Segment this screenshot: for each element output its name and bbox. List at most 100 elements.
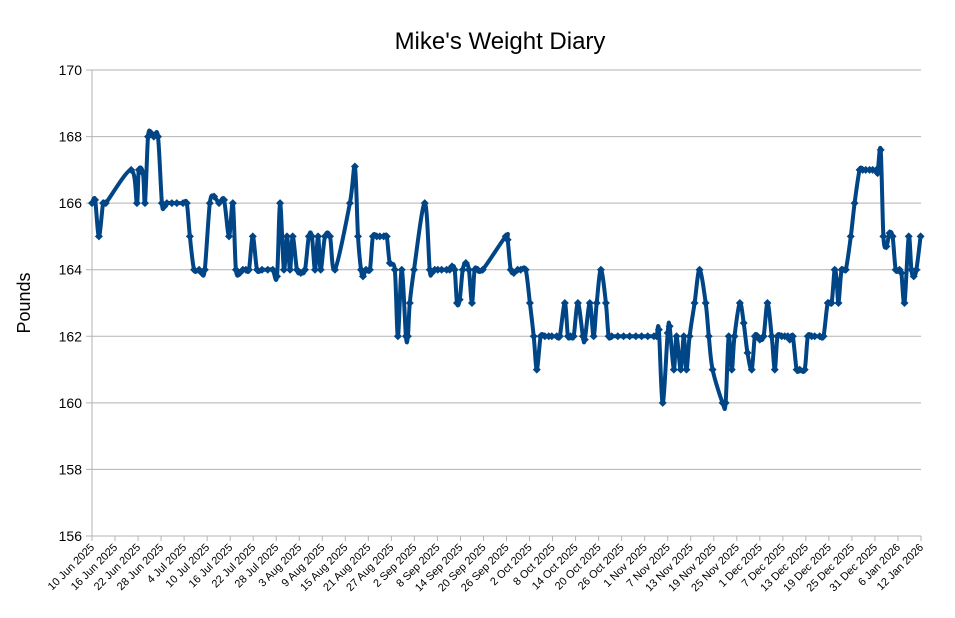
- data-point-marker: [613, 332, 622, 341]
- data-point-marker: [665, 322, 674, 331]
- gridlines: [86, 69, 921, 537]
- data-point-marker: [690, 299, 699, 307]
- data-point-marker: [834, 299, 843, 307]
- data-point-marker: [307, 232, 316, 241]
- y-tick-label: 166: [59, 195, 83, 211]
- weight-series: [88, 128, 925, 411]
- data-point-marker: [455, 295, 464, 304]
- data-point-marker: [405, 299, 414, 307]
- data-point-marker: [450, 265, 459, 274]
- y-tick-label: 158: [59, 461, 83, 477]
- data-point-marker: [695, 265, 704, 274]
- data-point-marker: [185, 232, 194, 241]
- data-point-marker: [330, 265, 339, 274]
- data-point-marker: [841, 265, 850, 274]
- data-point-marker: [830, 265, 839, 274]
- data-point-marker: [127, 165, 136, 174]
- data-point-marker: [94, 232, 103, 241]
- y-tick-label: 160: [59, 395, 83, 411]
- data-point-marker: [458, 265, 467, 274]
- data-point-marker: [220, 195, 229, 204]
- data-point-marker: [286, 265, 295, 274]
- data-point-marker: [795, 365, 804, 374]
- data-point-marker: [210, 192, 219, 201]
- data-point-marker: [873, 169, 882, 178]
- data-point-marker: [773, 332, 782, 341]
- data-point-marker: [747, 365, 756, 374]
- data-point-marker: [167, 199, 176, 208]
- data-point-marker: [637, 332, 646, 341]
- data-point-marker: [253, 265, 262, 274]
- data-point-marker: [325, 232, 334, 241]
- data-point-marker: [850, 199, 859, 208]
- data-point-marker: [205, 199, 214, 208]
- data-point-marker: [708, 365, 717, 374]
- data-point-marker: [810, 332, 819, 341]
- data-point-marker: [536, 332, 545, 341]
- data-point-marker: [879, 232, 888, 241]
- data-point-marker: [596, 265, 605, 274]
- data-point-marker: [759, 332, 768, 341]
- data-point-marker: [154, 132, 163, 141]
- y-axis-label: Pounds: [14, 272, 34, 333]
- data-point-marker: [580, 335, 589, 344]
- data-point-marker: [743, 348, 752, 357]
- data-point-marker: [819, 332, 828, 341]
- data-point-marker: [876, 145, 885, 154]
- data-point-marker: [909, 272, 918, 281]
- data-point-marker: [420, 199, 429, 208]
- data-point-marker: [529, 332, 538, 341]
- data-point-marker: [547, 332, 556, 341]
- data-point-marker: [846, 232, 855, 241]
- data-point-marker: [162, 199, 171, 208]
- data-point-marker: [525, 299, 534, 307]
- data-point-marker: [258, 265, 267, 274]
- data-point-marker: [397, 265, 406, 274]
- data-point-marker: [101, 199, 110, 208]
- data-point-marker: [248, 232, 257, 241]
- data-point-marker: [190, 265, 199, 274]
- data-point-marker: [139, 169, 148, 178]
- data-point-marker: [437, 265, 446, 274]
- data-point-marker: [132, 199, 141, 208]
- data-point-marker: [724, 332, 733, 341]
- data-point-marker: [585, 299, 594, 307]
- data-point-marker: [473, 265, 482, 274]
- data-point-marker: [643, 332, 652, 341]
- data-point-marker: [276, 199, 285, 208]
- y-tick-labels: 156 158 160 162 164 166 168 170: [59, 62, 83, 544]
- data-point-marker: [316, 265, 325, 274]
- data-point-marker: [904, 232, 913, 241]
- data-point-marker: [832, 275, 841, 284]
- data-point-marker: [827, 299, 836, 307]
- data-point-marker: [215, 199, 224, 208]
- data-point-marker: [301, 265, 310, 274]
- data-point-marker: [345, 199, 354, 208]
- data-point-marker: [516, 265, 525, 274]
- data-point-marker: [679, 332, 688, 341]
- data-point-marker: [907, 265, 916, 274]
- data-point-marker: [225, 232, 234, 241]
- data-point-marker: [631, 332, 640, 341]
- data-point-marker: [464, 265, 473, 274]
- data-point-marker: [763, 299, 772, 307]
- data-point-marker: [560, 299, 569, 307]
- data-point-marker: [730, 332, 739, 341]
- data-point-marker: [704, 332, 713, 341]
- data-point-marker: [244, 265, 253, 274]
- data-point-marker: [676, 365, 685, 374]
- data-point-marker: [521, 265, 530, 274]
- data-point-marker: [735, 299, 744, 307]
- y-tick-label: 168: [59, 129, 83, 145]
- data-point-marker: [310, 265, 319, 274]
- data-point-marker: [91, 195, 100, 204]
- data-point-marker: [282, 232, 291, 241]
- data-point-marker: [652, 332, 661, 341]
- data-point-marker: [314, 232, 323, 241]
- y-tick-label: 156: [59, 528, 83, 544]
- data-point-marker: [888, 232, 897, 241]
- data-point-marker: [172, 199, 181, 208]
- data-point-marker: [619, 332, 628, 341]
- data-point-marker: [228, 199, 237, 208]
- data-point-marker: [382, 232, 391, 241]
